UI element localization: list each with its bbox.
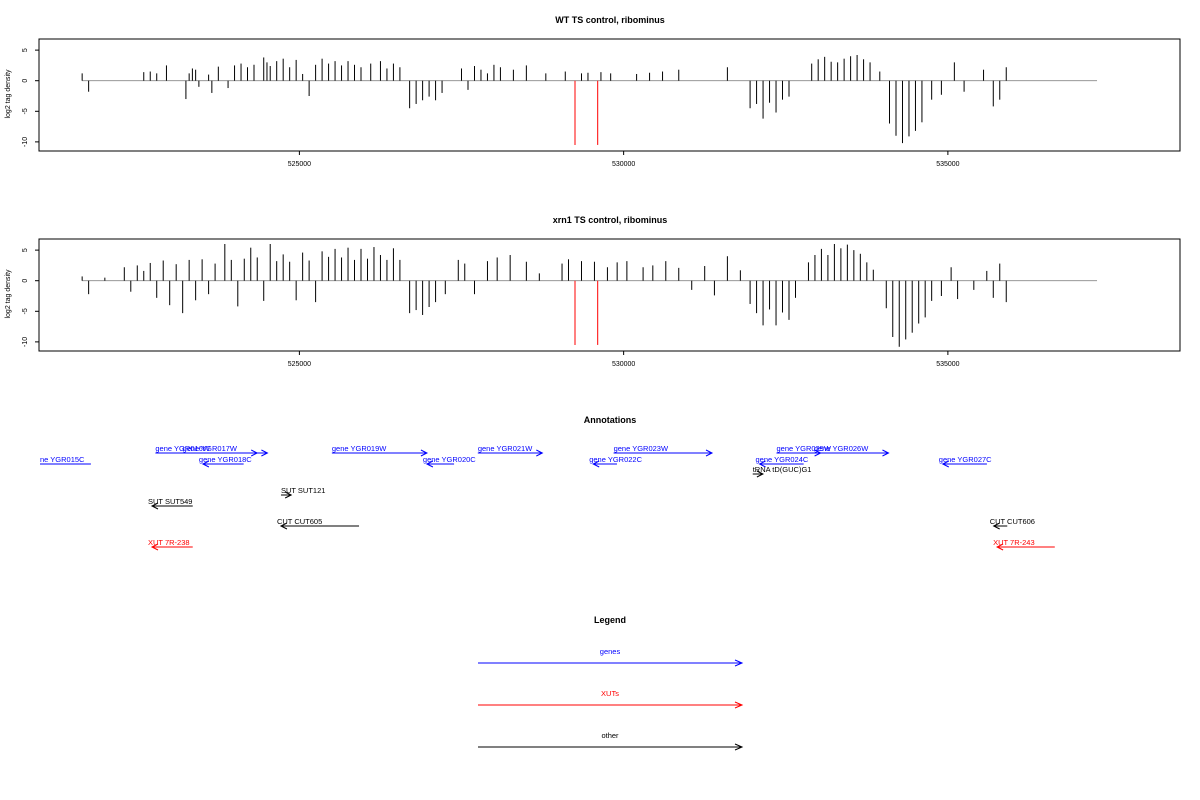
- legend-panel: Legend genes XUTs other: [478, 615, 744, 751]
- legend-label: genes: [600, 647, 621, 656]
- annotation-label: gene YGR016W: [155, 444, 210, 453]
- annotation-arrow-head: [758, 460, 766, 468]
- annotation-label: gene YGR025W: [776, 444, 831, 453]
- annotation-label: tRNA tD(GUC)G1: [753, 465, 812, 474]
- annotation-label: gene YGR018C: [199, 455, 252, 464]
- annotation-arrow-head: [420, 449, 429, 457]
- xrn1-x-tick-label: 530000: [612, 361, 635, 368]
- annotation-arrow-head: [756, 470, 765, 478]
- annotation-label: gene YGR022C: [589, 455, 642, 464]
- wt-y-tick-label: 0: [22, 79, 29, 83]
- wt-x-tick-label: 530000: [612, 161, 635, 168]
- annotation-label: CUT CUT606: [990, 517, 1035, 526]
- xrn1-track-panel: xrn1 TS control, ribominus log2 tag dens…: [5, 215, 1181, 368]
- annotation-label: gene YGR020C: [423, 455, 476, 464]
- wt-track-panel: WT TS control, ribominus log2 tag densit…: [5, 15, 1181, 168]
- annotation-arrow-head: [995, 543, 1004, 551]
- annotation-arrow-head: [705, 449, 714, 457]
- xrn1-y-tick-label: 5: [22, 248, 29, 252]
- annotation-label: gene YGR024C: [756, 455, 809, 464]
- annotation-label: SUT SUT121: [281, 486, 325, 495]
- annotation-arrow-head: [150, 502, 159, 510]
- annotation-label: gene YGR026W: [814, 444, 869, 453]
- annotation-arrow-head: [201, 460, 210, 468]
- annotation-arrow-head: [150, 543, 159, 551]
- annotation-label: XUT 7R-238: [148, 538, 190, 547]
- annotation-arrow-head: [425, 460, 434, 468]
- xrn1-y-tick-label: -10: [22, 337, 29, 347]
- xrn1-x-tick-label: 535000: [936, 361, 959, 368]
- wt-axes: 5 0 -5 -10 525000 530000 535000: [22, 48, 1098, 168]
- wt-y-tick-label: -10: [22, 137, 29, 147]
- annotation-label: XUT 7R-243: [993, 538, 1035, 547]
- xrn1-track-title: xrn1 TS control, ribominus: [553, 215, 668, 225]
- legend-label: XUTs: [601, 689, 619, 698]
- legend-items: genes XUTs other: [478, 647, 744, 751]
- annotation-label: CUT CUT605: [277, 517, 322, 526]
- annotation-label: gene YGR019W: [332, 444, 387, 453]
- annotation-label: gene YGR017W: [183, 444, 238, 453]
- annotation-arrow-head: [941, 460, 950, 468]
- annotation-arrow-head: [284, 491, 293, 499]
- wt-track-title: WT TS control, ribominus: [555, 15, 665, 25]
- wt-x-tick-label: 535000: [936, 161, 959, 168]
- annotation-label: ne YGR015C: [40, 455, 85, 464]
- legend-title: Legend: [594, 615, 626, 625]
- annotation-arrow-head: [592, 460, 600, 468]
- wt-y-axis-label: log2 tag density: [5, 69, 12, 119]
- annotation-arrow-head: [261, 449, 269, 457]
- wt-plot-frame: [38, 38, 1181, 152]
- wt-bars: [81, 55, 1007, 145]
- annotation-label: gene YGR027C: [939, 455, 992, 464]
- annotation-arrow-head: [992, 522, 1000, 530]
- annotation-arrow-head: [882, 449, 890, 457]
- annotation-label: SUT SUT549: [148, 497, 192, 506]
- annotation-label: gene YGR021W: [478, 444, 533, 453]
- xrn1-axes: 5 0 -5 -10 525000 530000 535000: [22, 248, 1098, 368]
- legend-arrowhead: [734, 701, 744, 709]
- annotations-title: Annotations: [584, 415, 637, 425]
- xrn1-y-axis-label: log2 tag density: [5, 269, 12, 319]
- legend-arrowhead: [734, 743, 744, 751]
- annotation-arrow-head: [279, 522, 288, 530]
- wt-y-tick-label: -5: [22, 108, 29, 114]
- xrn1-y-tick-label: 0: [22, 279, 29, 283]
- wt-y-tick-label: 5: [22, 48, 29, 52]
- xrn1-plot-frame: [38, 238, 1181, 352]
- legend-label: other: [601, 731, 619, 740]
- xrn1-bars: [81, 244, 1007, 347]
- annotation-arrow-head: [536, 449, 544, 457]
- legend-arrowhead: [734, 659, 744, 667]
- wt-x-tick-label: 525000: [288, 161, 311, 168]
- annotation-label: gene YGR023W: [614, 444, 669, 453]
- xrn1-x-tick-label: 525000: [288, 361, 311, 368]
- xrn1-y-tick-label: -5: [22, 308, 29, 314]
